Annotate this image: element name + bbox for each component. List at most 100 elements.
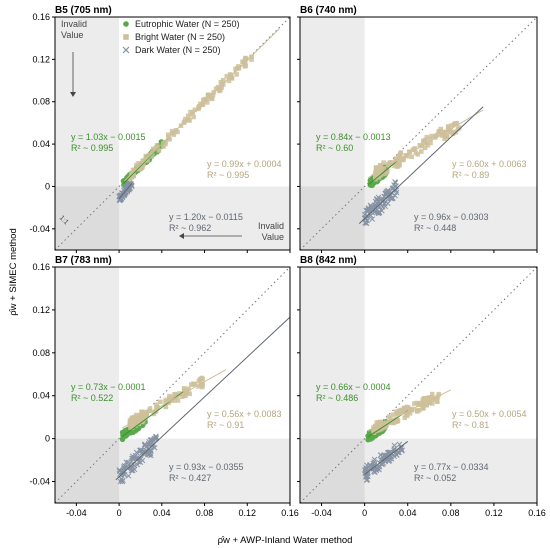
point-bright — [444, 133, 450, 139]
fit-line-dark — [115, 316, 291, 481]
invalid-note-bottom: Invalid — [258, 221, 284, 231]
axes-frame — [54, 16, 291, 251]
point-bright — [187, 117, 192, 123]
x-tick-label: 0 — [117, 508, 122, 518]
point-bright — [191, 114, 196, 120]
fit-line-bright — [124, 28, 280, 182]
panel-4: -0.04 0 0.04 0.08 0.12 0.16 B8 (842 nm) y = 0.6… — [297, 255, 546, 518]
point-dark — [151, 445, 158, 451]
point-bright — [446, 126, 452, 131]
point-bright — [425, 142, 431, 148]
legend-label: Bright Water (N = 250) — [135, 32, 225, 42]
dark-equation: y = 1.20x − 0.0115 — [169, 212, 243, 222]
point-bright — [398, 150, 404, 155]
dark-r2: R² ~ 0.052 — [414, 473, 456, 483]
point-bright — [384, 170, 390, 175]
panel-title: B5 (705 nm) — [55, 5, 112, 16]
panel-1: -0.04 0 0.04 0.08 0.12 0.16 B5 (705 nm) y = 1.0… — [29, 5, 291, 253]
point-bright — [211, 89, 217, 95]
point-dark — [134, 461, 141, 468]
point-bright — [187, 391, 192, 397]
point-dark — [120, 471, 127, 477]
point-bright — [227, 72, 233, 77]
point-bright — [240, 59, 245, 65]
point-dark — [116, 468, 123, 475]
point-bright — [192, 107, 198, 113]
dark-equation: y = 0.77x − 0.0334 — [414, 462, 489, 472]
point-dark — [128, 458, 135, 464]
point-bright — [426, 395, 431, 400]
x-tick-label: -0.04 — [311, 508, 332, 518]
y-tick-label: 0 — [45, 434, 50, 444]
point-dark — [377, 452, 384, 458]
panels: -0.04 0 0.04 0.08 0.12 0.16 B5 (705 nm) y = 1.0… — [29, 5, 545, 518]
point-dark — [399, 447, 405, 453]
point-dark — [369, 216, 376, 222]
point-bright — [136, 419, 141, 424]
point-bright — [422, 401, 428, 407]
point-dark — [121, 464, 127, 470]
panel-3: -0.04 0 0.04 0.08 0.12 0.16 -0.04 0 0.04 0.08 0.12… — [29, 255, 298, 518]
point-bright — [414, 408, 420, 413]
dark-r2: R² ~ 0.427 — [169, 473, 211, 483]
point-bright — [226, 78, 232, 84]
point-dark — [123, 189, 129, 196]
point-bright — [391, 412, 396, 418]
point-bright — [153, 145, 159, 151]
bright-equation: y = 0.60x + 0.0063 — [452, 159, 527, 169]
points — [116, 54, 254, 204]
point-bright — [413, 150, 419, 156]
point-dark — [365, 471, 371, 477]
point-bright — [429, 133, 434, 139]
point-dark — [143, 444, 150, 450]
point-bright — [197, 377, 203, 383]
point-bright — [154, 402, 159, 408]
point-bright — [130, 422, 135, 428]
point-bright — [444, 129, 449, 135]
axes-frame — [299, 16, 538, 251]
point-bright — [410, 147, 416, 152]
point-dark — [391, 453, 398, 459]
fit-line-dark — [118, 183, 133, 199]
invalid-note-bottom-line2: Value — [262, 232, 284, 242]
point-bright — [233, 66, 238, 72]
bright-equation: y = 0.56x + 0.0083 — [207, 409, 282, 419]
point-bright — [170, 395, 176, 401]
point-bright — [374, 171, 379, 176]
point-bright — [373, 424, 378, 429]
y-tick-label: 0.16 — [32, 262, 50, 272]
point-bright — [218, 87, 223, 93]
fit-line-dark — [364, 441, 409, 475]
point-dark — [139, 457, 146, 464]
eutrophic-equation: y = 0.66x − 0.0004 — [316, 382, 391, 392]
point-bright — [140, 164, 145, 170]
point-dark — [126, 182, 133, 188]
point-bright — [384, 423, 389, 428]
point-bright — [428, 140, 433, 146]
point-bright — [375, 421, 381, 427]
eutrophic-equation: y = 0.84x − 0.0013 — [316, 132, 391, 142]
point-bright — [434, 396, 439, 401]
point-bright — [134, 162, 139, 168]
point-bright — [183, 393, 188, 399]
point-bright — [394, 164, 400, 169]
point-bright — [401, 156, 406, 161]
bright-r2: R² ~ 0.81 — [452, 420, 489, 430]
point-bright — [145, 158, 150, 163]
point-bright — [172, 398, 177, 403]
point-bright — [210, 92, 216, 98]
point-bright — [429, 395, 435, 400]
point-bright — [199, 376, 205, 382]
y-tick-label: 0.08 — [32, 348, 50, 358]
point-bright — [202, 97, 207, 103]
point-bright — [394, 417, 399, 423]
y-tick-label: 0.08 — [32, 97, 50, 107]
point-bright — [434, 398, 440, 404]
point-bright — [188, 382, 194, 387]
point-bright — [422, 145, 428, 151]
dark-r2: R² ~ 0.962 — [169, 223, 211, 233]
point-dark — [367, 462, 373, 468]
point-bright — [433, 133, 438, 139]
panel-title: B6 (740 nm) — [300, 5, 357, 16]
x-tick-label: 0.04 — [153, 508, 171, 518]
